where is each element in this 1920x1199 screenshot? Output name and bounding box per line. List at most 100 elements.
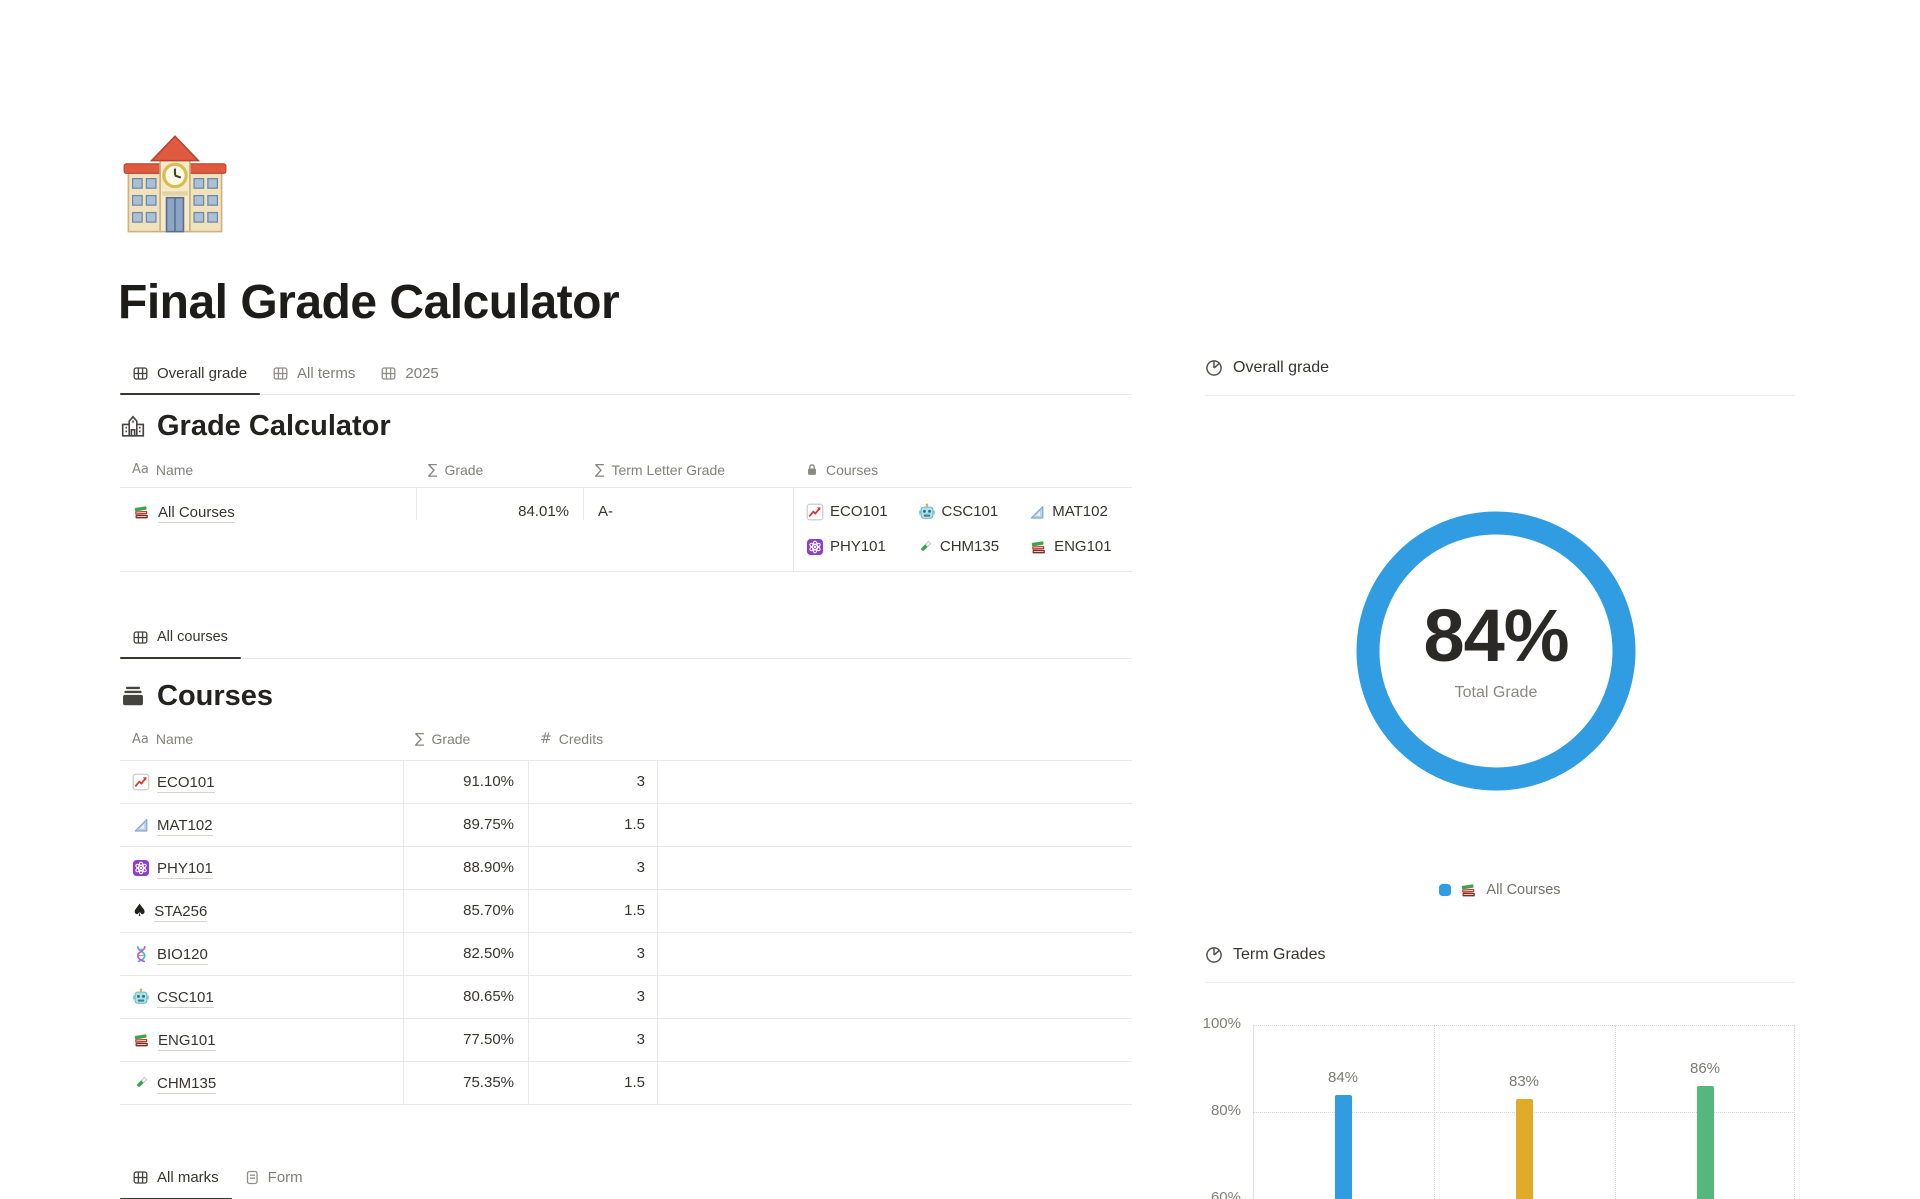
course-link[interactable]: ENG101 <box>1029 529 1112 564</box>
column-header-name[interactable]: Aa Name <box>120 462 416 478</box>
page-link[interactable]: PHY101 <box>157 859 213 879</box>
table-row: BIO120 82.50% 3 <box>120 933 1132 976</box>
column-header-term-letter-grade[interactable]: ∑ Term Letter Grade <box>583 462 793 478</box>
donut-center-label: Total Grade <box>1454 684 1538 701</box>
atom-icon <box>132 859 150 877</box>
column-header-name[interactable]: Aa Name <box>120 731 403 747</box>
credits-cell[interactable]: 1.5 <box>528 1062 657 1104</box>
test-tube-icon <box>132 1074 150 1092</box>
triangle-ruler-icon <box>132 816 150 834</box>
grade-cell[interactable]: 88.90% <box>403 847 528 889</box>
bar <box>1515 1098 1533 1199</box>
empty-cell <box>657 933 1132 975</box>
page-link[interactable]: ENG101 <box>158 1031 216 1051</box>
credits-cell[interactable]: 3 <box>528 1019 657 1061</box>
table-header-row: Aa Name ∑ Grade ∑ Term Letter Grade Cour… <box>120 452 1132 488</box>
name-cell[interactable]: MAT102 <box>120 804 403 846</box>
course-link[interactable]: PHY101 <box>806 529 886 564</box>
course-link[interactable]: CHM135 <box>916 529 999 564</box>
divider <box>1205 982 1795 983</box>
term-grades-plot: 100% 80% 60% 84% 83% 86% <box>1203 1015 1795 1199</box>
empty-cell <box>657 847 1132 889</box>
grade-cell[interactable]: 85.70% <box>403 890 528 932</box>
name-cell[interactable]: ENG101 <box>120 1019 403 1061</box>
courses-table: Aa Name ∑ Grade # Credits ECO101 91.10% 3 … <box>120 718 1132 1105</box>
pie-chart-icon <box>1205 359 1223 377</box>
tab-all-terms[interactable]: All terms <box>260 352 368 394</box>
grade-cell[interactable]: 89.75% <box>403 804 528 846</box>
term-grades-chart-header[interactable]: Term Grades <box>1205 940 1795 970</box>
legend-label: All Courses <box>1486 882 1561 898</box>
grade-cell[interactable]: 84.01% <box>416 488 583 520</box>
column-header-courses[interactable]: Courses <box>793 462 1132 478</box>
dna-icon <box>132 945 150 963</box>
name-cell[interactable]: BIO120 <box>120 933 403 975</box>
column-header-grade[interactable]: ∑ Grade <box>416 462 583 478</box>
empty-cell <box>657 761 1132 803</box>
column-label: Courses <box>826 461 879 478</box>
grade-calculator-heading[interactable]: Grade Calculator <box>120 406 391 446</box>
page-link[interactable]: MAT102 <box>157 816 213 836</box>
term-letter-grade-cell[interactable]: A- <box>583 488 793 520</box>
chart-title: Term Grades <box>1233 946 1326 963</box>
credits-cell[interactable]: 1.5 <box>528 804 657 846</box>
tab-label: All courses <box>157 629 228 645</box>
overall-grade-chart-header[interactable]: Overall grade <box>1205 353 1795 383</box>
tab-all-courses[interactable]: All courses <box>120 616 241 659</box>
view-tab-bar-bottom: All marks Form <box>120 1156 1132 1199</box>
credits-cell[interactable]: 3 <box>528 761 657 803</box>
page-link[interactable]: BIO120 <box>157 945 208 965</box>
tab-overall-grade[interactable]: Overall grade <box>120 352 261 395</box>
text-property-icon: Aa <box>132 731 149 747</box>
grade-cell[interactable]: 91.10% <box>403 761 528 803</box>
page-title[interactable]: Final Grade Calculator <box>118 276 620 330</box>
atom-icon <box>806 538 824 556</box>
name-cell[interactable]: All Courses <box>120 488 416 523</box>
name-cell[interactable]: CHM135 <box>120 1062 403 1104</box>
tab-all-marks[interactable]: All marks <box>120 1156 232 1199</box>
bar <box>1334 1094 1352 1199</box>
grade-cell[interactable]: 80.65% <box>403 976 528 1018</box>
column-header-grade[interactable]: ∑ Grade <box>403 731 528 747</box>
donut-legend[interactable]: All Courses <box>1205 881 1795 899</box>
books-icon <box>1459 881 1478 899</box>
grade-cell[interactable]: 82.50% <box>403 933 528 975</box>
bar-value-label: 83% <box>1508 1072 1540 1090</box>
courses-cell: ECO101 CSC101 MAT102 PHY101 <box>793 488 1132 571</box>
table-row: CSC101 80.65% 3 <box>120 976 1132 1019</box>
page-link[interactable]: CSC101 <box>157 988 214 1008</box>
course-link[interactable]: ECO101 <box>806 494 888 529</box>
credits-cell[interactable]: 1.5 <box>528 890 657 932</box>
course-link[interactable]: CSC101 <box>918 494 998 529</box>
page-link[interactable]: All Courses <box>158 503 235 523</box>
table-icon <box>273 366 288 381</box>
credits-cell[interactable]: 3 <box>528 976 657 1018</box>
grade-cell[interactable]: 75.35% <box>403 1062 528 1104</box>
page-link[interactable]: ECO101 <box>157 773 215 793</box>
tab-2025[interactable]: 2025 <box>368 352 451 394</box>
grade-cell[interactable]: 77.50% <box>403 1019 528 1061</box>
triangle-ruler-icon <box>1028 503 1046 521</box>
column-header-credits[interactable]: # Credits <box>528 731 657 747</box>
courses-heading[interactable]: Courses <box>120 676 273 716</box>
tab-form[interactable]: Form <box>232 1156 316 1199</box>
table-icon <box>133 1170 148 1185</box>
tab-label: All marks <box>157 1169 219 1186</box>
donut-ring <box>1356 511 1636 791</box>
name-cell[interactable]: ♠ STA256 <box>120 890 403 932</box>
name-cell[interactable]: CSC101 <box>120 976 403 1018</box>
spade-icon: ♠ <box>132 900 148 921</box>
page-link[interactable]: STA256 <box>154 902 208 922</box>
name-cell[interactable]: ECO101 <box>120 761 403 803</box>
credits-cell[interactable]: 3 <box>528 847 657 889</box>
page-icon[interactable] <box>122 132 228 238</box>
name-cell[interactable]: PHY101 <box>120 847 403 889</box>
y-axis-tick: 80% <box>1210 1102 1241 1119</box>
chart-up-icon <box>132 773 150 791</box>
course-link[interactable]: MAT102 <box>1028 494 1108 529</box>
credits-cell[interactable]: 3 <box>528 933 657 975</box>
table-row: ♠ STA256 85.70% 1.5 <box>120 890 1132 933</box>
table-row: CHM135 75.35% 1.5 <box>120 1062 1132 1105</box>
page-link[interactable]: CHM135 <box>157 1074 217 1094</box>
